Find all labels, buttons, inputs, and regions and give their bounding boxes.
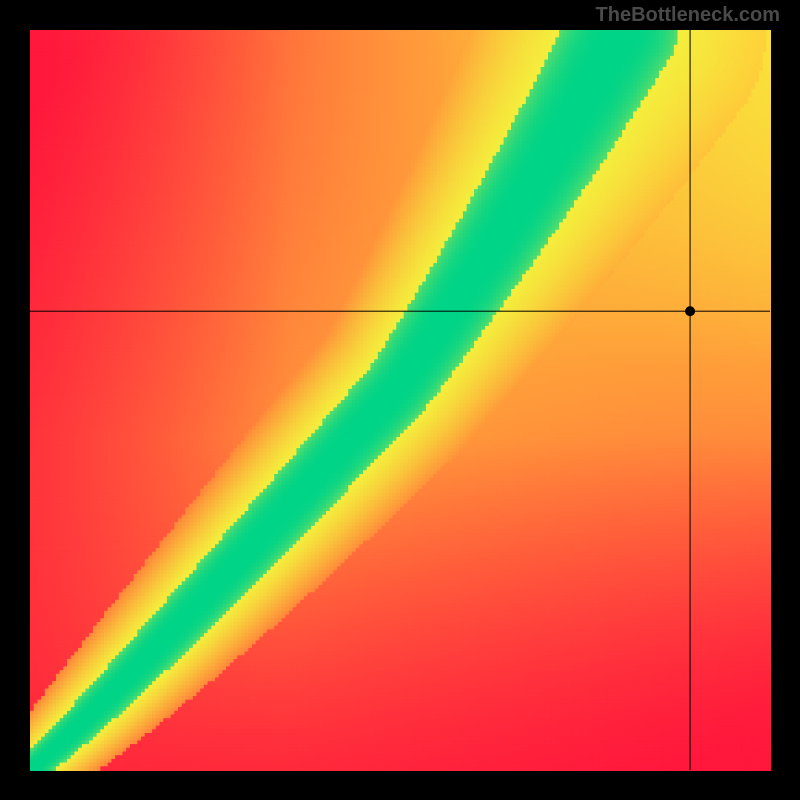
bottleneck-heatmap [0,0,800,800]
chart-root: { "watermark": "TheBottleneck.com", "can… [0,0,800,800]
watermark-text: TheBottleneck.com [596,4,780,27]
